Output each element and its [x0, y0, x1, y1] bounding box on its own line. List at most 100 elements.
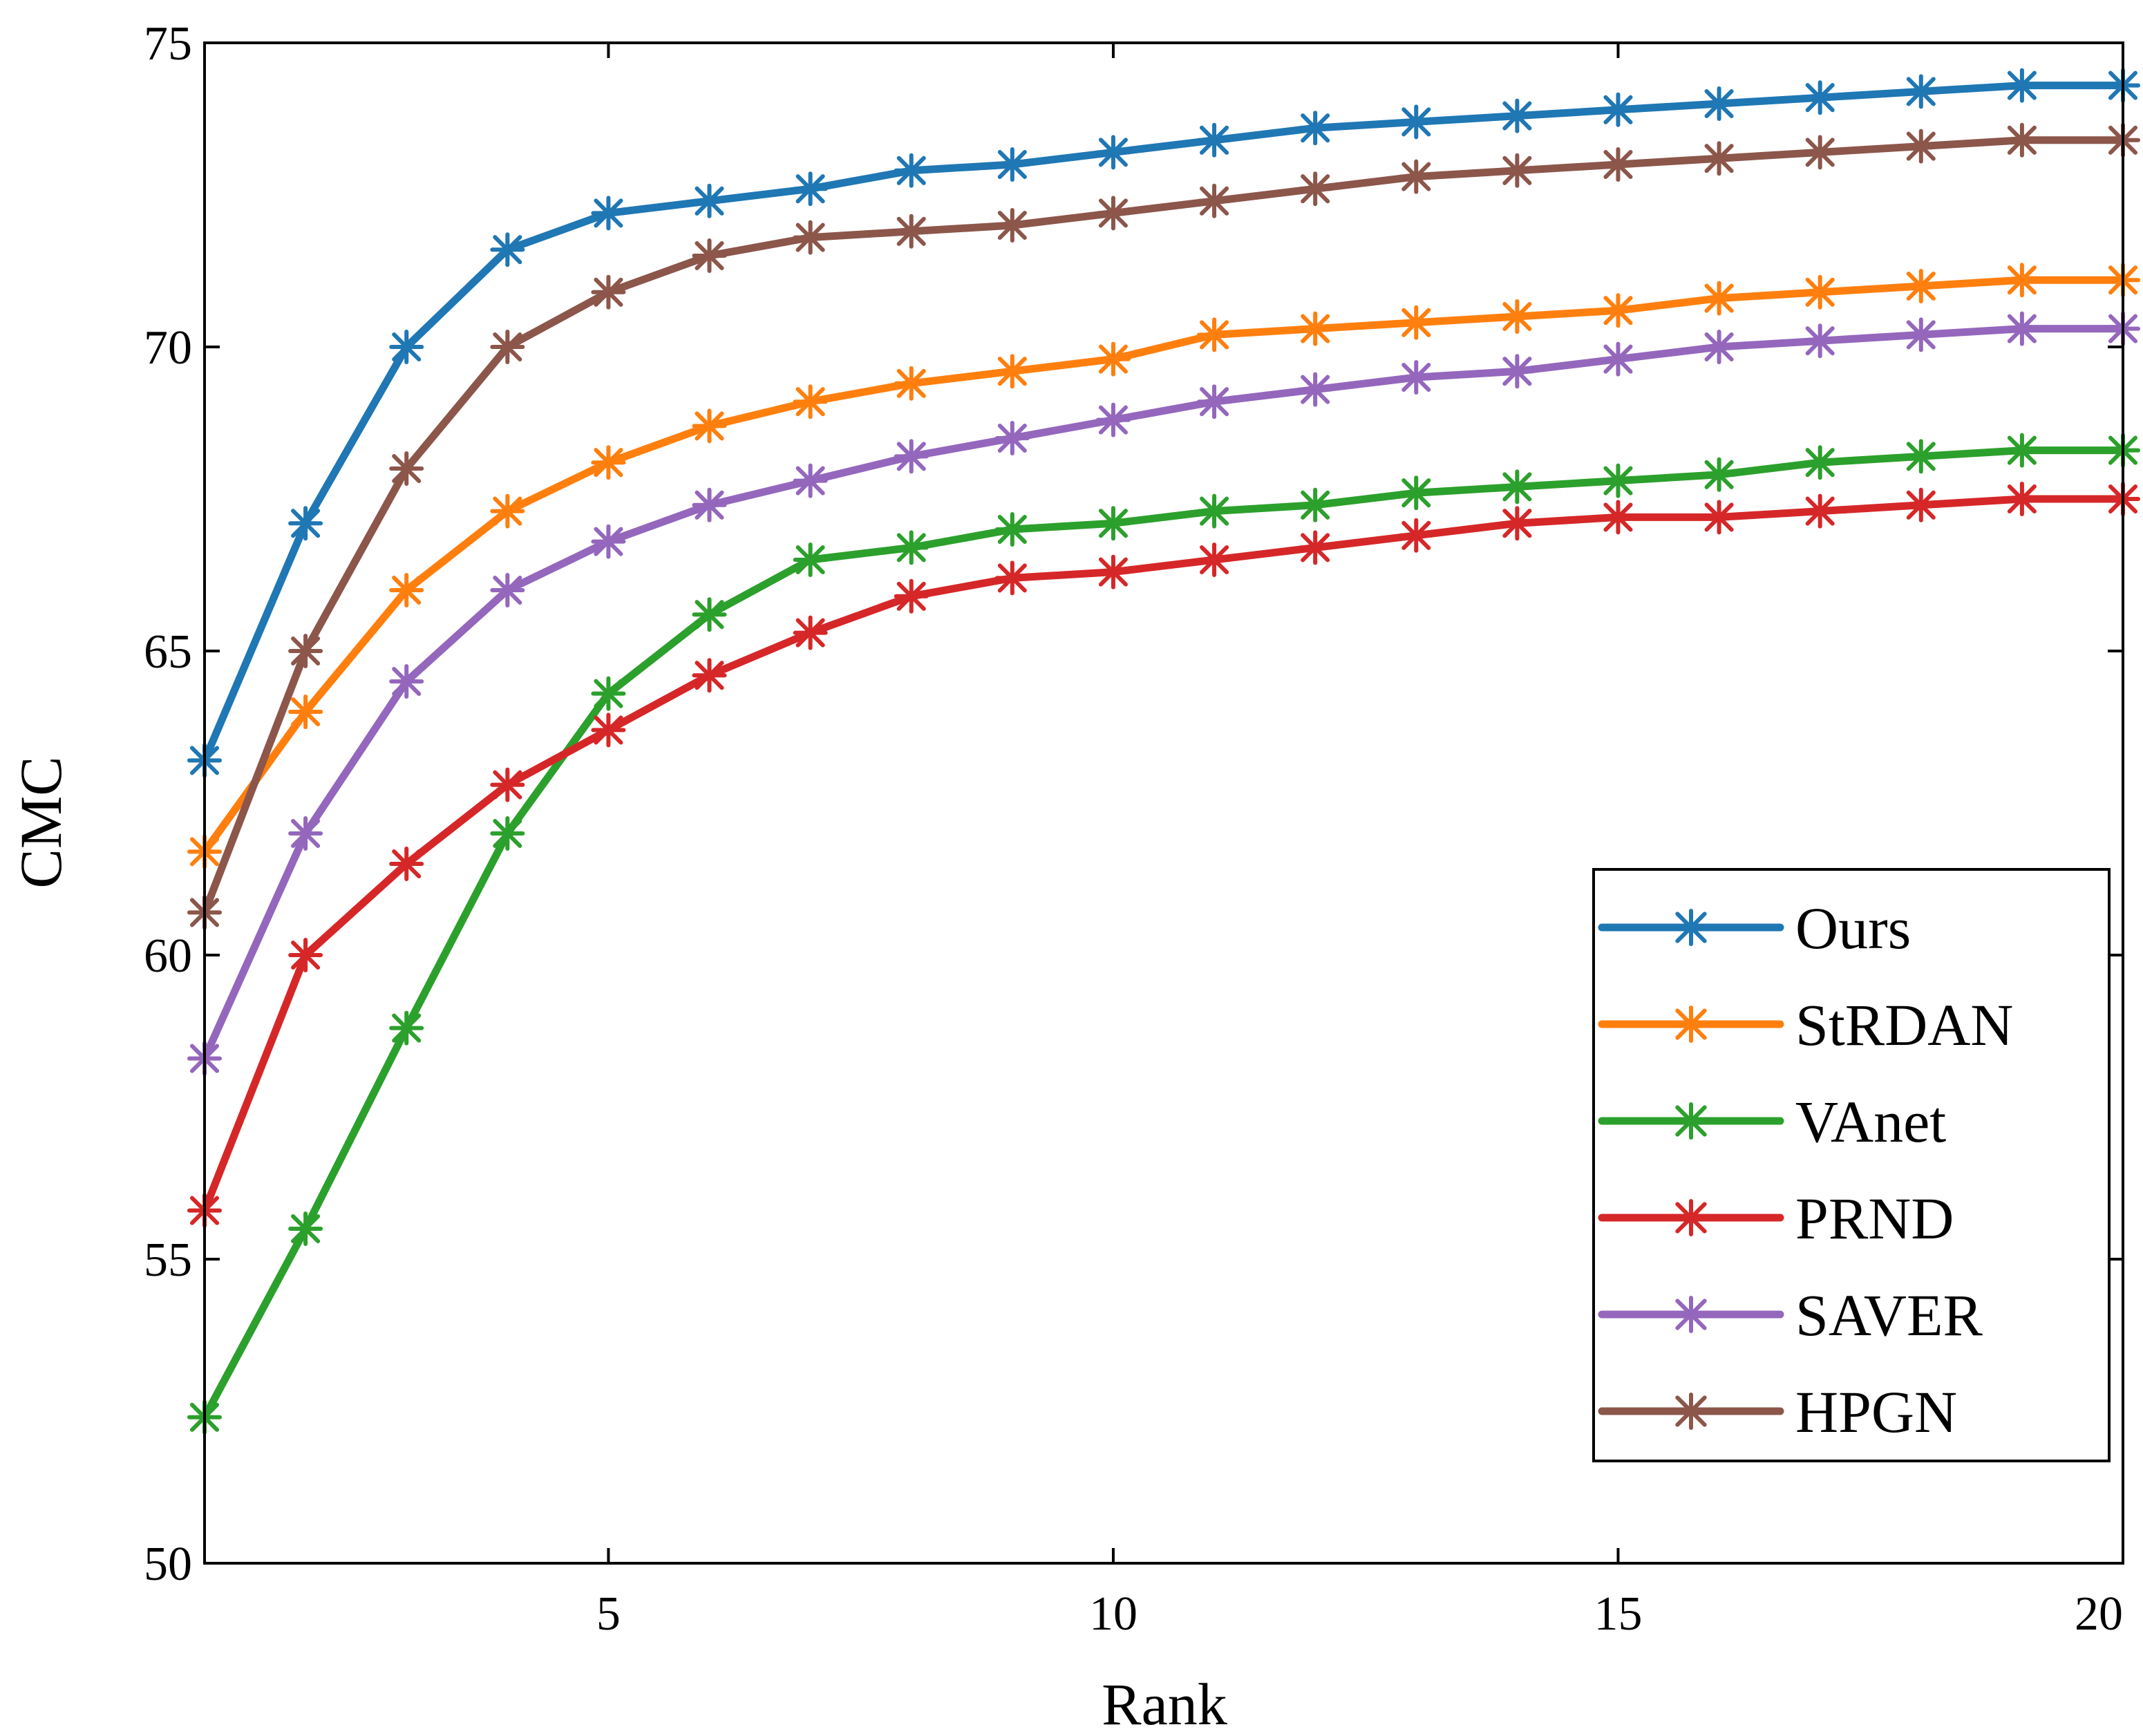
data-point-strdan-12 [1298, 311, 1333, 346]
y-axis-title: CMC [8, 756, 74, 888]
data-point-ours-13 [1399, 104, 1434, 140]
data-point-hpgn-5 [591, 274, 626, 310]
data-point-vanet-16 [1701, 457, 1737, 492]
marker-stroke [1603, 466, 1633, 496]
data-point-strdan-15 [1601, 293, 1636, 328]
legend-marker-ours [1672, 909, 1710, 946]
data-point-hpgn-3 [389, 451, 424, 486]
marker-stroke [695, 600, 724, 630]
marker-stroke [1906, 320, 1936, 350]
marker-stroke [795, 223, 825, 252]
marker-stroke [1098, 344, 1128, 374]
data-point-prnd-14 [1500, 506, 1535, 541]
data-point-ours-18 [1903, 74, 1938, 109]
data-point-vanet-19 [2004, 433, 2039, 468]
data-point-prnd-16 [1701, 500, 1737, 535]
marker-stroke [1401, 308, 1431, 337]
data-point-prnd-18 [1903, 487, 1938, 522]
marker-stroke [1200, 186, 1229, 216]
marker-stroke [1502, 301, 1532, 332]
marker-stroke [695, 186, 724, 216]
legend-label-ours: Ours [1795, 895, 1911, 961]
y-tick-label: 55 [144, 1234, 192, 1287]
marker-stroke [1401, 520, 1431, 550]
marker-stroke [1098, 138, 1128, 167]
data-point-prnd-19 [2004, 482, 2039, 516]
marker-stroke [1200, 320, 1229, 350]
marker-stroke [1675, 1105, 1707, 1137]
data-point-ours-14 [1500, 98, 1535, 133]
data-point-hpgn-7 [793, 220, 828, 255]
marker-stroke [493, 496, 522, 526]
data-point-saver-17 [1802, 323, 1838, 359]
data-point-vanet-9 [994, 512, 1030, 547]
marker-stroke [896, 442, 926, 471]
data-point-ours-4 [490, 232, 525, 267]
marker-stroke [1301, 174, 1330, 204]
data-point-prnd-8 [894, 578, 929, 614]
data-point-saver-10 [1095, 402, 1131, 437]
legend-marker-strdan [1672, 1006, 1710, 1043]
marker-stroke [1675, 1395, 1707, 1427]
data-point-saver-4 [490, 573, 525, 607]
legend-box [1592, 868, 2111, 1462]
data-point-saver-5 [591, 524, 626, 559]
data-point-ours-17 [1802, 80, 1838, 115]
marker-stroke [896, 216, 926, 246]
data-point-prnd-9 [994, 560, 1030, 596]
data-point-hpgn-8 [894, 214, 929, 249]
data-point-strdan-11 [1197, 317, 1232, 352]
data-point-vanet-12 [1298, 487, 1333, 522]
marker-stroke [1200, 387, 1229, 417]
marker-stroke [594, 448, 623, 478]
marker-stroke [1098, 405, 1128, 435]
data-point-vanet-8 [894, 530, 929, 565]
marker-stroke [1301, 314, 1330, 343]
plot-frame [203, 41, 2124, 1565]
data-point-ours-15 [1601, 92, 1636, 127]
data-point-hpgn-15 [1601, 147, 1636, 182]
data-point-strdan-17 [1802, 274, 1838, 310]
marker-stroke [291, 818, 321, 849]
data-point-hpgn-17 [1802, 135, 1838, 170]
data-point-hpgn-13 [1399, 159, 1434, 194]
data-point-strdan-5 [591, 445, 626, 480]
marker-stroke [1704, 332, 1734, 362]
data-point-strdan-18 [1903, 269, 1938, 303]
marker-stroke [795, 466, 825, 496]
marker-stroke [1704, 502, 1734, 532]
data-point-strdan-3 [389, 573, 424, 607]
data-point-ours-19 [2004, 68, 2039, 103]
legend-label-prnd: PRND [1795, 1185, 1954, 1252]
data-point-ours-2 [288, 506, 323, 541]
data-point-prnd-7 [793, 615, 828, 650]
marker-stroke [997, 210, 1027, 240]
marker-stroke [695, 240, 724, 271]
marker-stroke [997, 563, 1027, 593]
marker-stroke [2007, 70, 2037, 100]
marker-stroke [594, 715, 623, 745]
marker-stroke [392, 666, 422, 697]
series-strdan [187, 263, 2140, 869]
data-point-hpgn-6 [692, 238, 727, 273]
data-point-ours-6 [692, 183, 727, 218]
data-point-saver-15 [1601, 341, 1636, 377]
marker-stroke [1675, 1008, 1707, 1040]
legend-item-ours: Ours [1598, 895, 1911, 961]
marker-stroke [1603, 344, 1633, 374]
data-point-saver-12 [1298, 372, 1333, 407]
marker-stroke [1200, 125, 1229, 155]
data-point-saver-6 [692, 487, 727, 522]
data-point-vanet-7 [793, 542, 828, 577]
marker-stroke [2007, 265, 2037, 295]
marker-stroke [1906, 490, 1936, 520]
y-tick-label: 50 [144, 1538, 192, 1591]
marker-stroke [493, 770, 522, 800]
legend-marker-hpgn [1672, 1393, 1710, 1430]
marker-stroke [896, 155, 926, 185]
marker-stroke [291, 940, 321, 970]
marker-stroke [1502, 357, 1532, 386]
data-point-saver-16 [1701, 330, 1737, 364]
marker-stroke [1805, 83, 1835, 113]
marker-stroke [1200, 496, 1229, 526]
